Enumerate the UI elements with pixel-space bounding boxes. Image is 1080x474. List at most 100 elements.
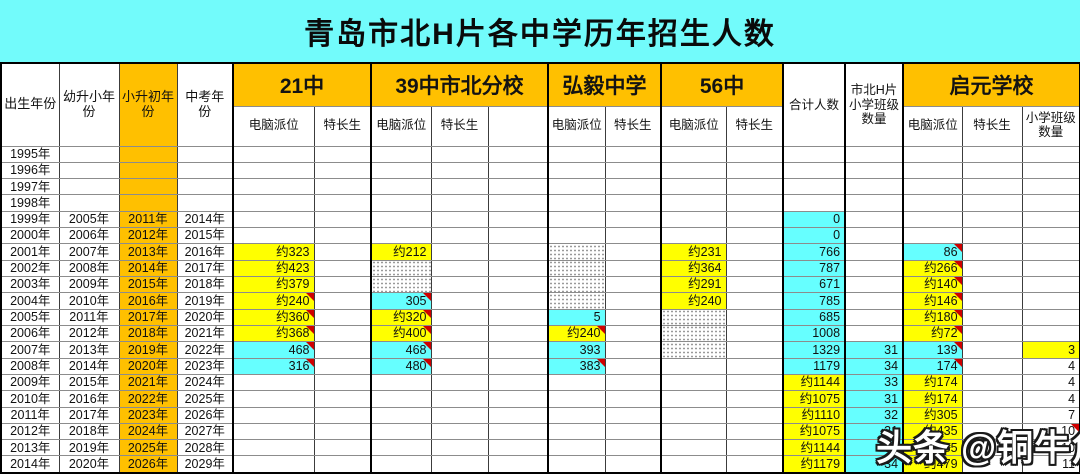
cell-s56-pc <box>660 341 727 359</box>
cell-qy-pc <box>902 210 963 229</box>
enrollment-grid: 出生年份 幼升小年份 小升初年份 中考年份 21中 39中市北分校 弘毅中学 56中 合计人数市… <box>0 62 1080 474</box>
cell-qy-tc <box>961 292 1023 310</box>
cell-senior-exam-year: 2027年 <box>176 422 234 441</box>
cell-s39-pc <box>370 406 432 424</box>
cell-s39-tc <box>430 259 489 278</box>
cell-s39-x <box>487 341 549 359</box>
cell-s21-pc <box>232 455 315 474</box>
cell-hy-tc <box>604 406 662 424</box>
table-row: 2000年 2006年 2012年 2015年 0 <box>0 227 1080 245</box>
cell-primary-to-junior-year: 2011年 <box>118 210 178 229</box>
cell-qy-cls <box>1021 308 1080 326</box>
cell-kindergarten-to-primary-year: 2018年 <box>58 422 120 441</box>
cell-kindergarten-to-primary-year: 2020年 <box>58 455 120 474</box>
cell-s39-x <box>487 145 549 163</box>
cell-s56-tc <box>725 178 784 196</box>
comment-triangle-icon <box>305 342 313 351</box>
header-district-primary-class-count: 市北H片小学班级数量 <box>844 62 904 147</box>
cell-primary-to-junior-year: 2013年 <box>118 243 178 261</box>
cell-senior-exam-year: 2014年 <box>176 210 234 229</box>
cell-primary-to-junior-year: 2025年 <box>118 439 178 457</box>
cell-birth-year: 2009年 <box>0 373 60 392</box>
cell-hy-tc <box>604 324 662 343</box>
cell-s56-tc <box>725 292 784 310</box>
cell-birth-year: 1995年 <box>0 145 60 163</box>
cell-hy-tc <box>604 292 662 310</box>
header-total-count: 合计人数 <box>782 62 846 147</box>
cell-s39-pc <box>370 194 432 212</box>
cell-qy-tc <box>961 194 1023 212</box>
cell-s39-tc <box>430 292 489 310</box>
cell-hy-pc: 5 <box>547 308 606 326</box>
cell-classes: 34 <box>844 455 904 474</box>
cell-senior-exam-year: 2017年 <box>176 259 234 278</box>
cell-birth-year: 2005年 <box>0 308 60 326</box>
subheader-school-3-1: 特长生 <box>725 105 784 147</box>
cell-s39-tc <box>430 227 489 245</box>
table-row: 2004年 2010年 2016年 2019年 约240 305 约240 785 约146 <box>0 292 1080 310</box>
cell-s56-pc <box>660 455 727 474</box>
cell-s39-x <box>487 324 549 343</box>
cell-s56-pc: 约364 <box>660 259 727 278</box>
cell-hy-pc <box>547 210 606 229</box>
comment-triangle-icon <box>305 359 313 367</box>
cell-total: 671 <box>782 275 846 294</box>
cell-s39-tc <box>430 194 489 212</box>
cell-s39-x <box>487 259 549 278</box>
cell-hy-tc <box>604 227 662 245</box>
cell-s56-tc <box>725 259 784 278</box>
cell-s39-pc <box>370 373 432 392</box>
comment-triangle-icon <box>953 326 962 334</box>
cell-primary-to-junior-year <box>118 161 178 180</box>
cell-s56-tc <box>725 161 784 180</box>
cell-senior-exam-year <box>176 194 234 212</box>
cell-hy-pc <box>547 455 606 474</box>
cell-s56-pc <box>660 373 727 392</box>
comment-triangle-icon <box>422 359 431 367</box>
cell-total: 766 <box>782 243 846 261</box>
cell-s39-pc <box>370 259 432 278</box>
table-row: 1998年 <box>0 194 1080 212</box>
cell-s21-pc <box>232 161 315 180</box>
cell-qy-tc <box>961 178 1023 196</box>
cell-s21-tc <box>313 178 372 196</box>
table-row: 1995年 <box>0 145 1080 163</box>
comment-triangle-icon <box>953 293 962 302</box>
cell-s39-pc <box>370 145 432 163</box>
cell-s39-tc <box>430 178 489 196</box>
cell-primary-to-junior-year <box>118 194 178 212</box>
cell-qy-cls <box>1021 145 1080 163</box>
cell-hy-pc: 383 <box>547 357 606 375</box>
comment-triangle-icon <box>953 261 962 269</box>
cell-birth-year: 1996年 <box>0 161 60 180</box>
cell-qy-cls: 4 <box>1021 390 1080 408</box>
comment-triangle-icon <box>422 326 431 334</box>
cell-qy-pc <box>902 161 963 180</box>
cell-qy-pc: 86 <box>902 243 963 261</box>
cell-kindergarten-to-primary-year <box>58 145 120 163</box>
cell-qy-cls: 4 <box>1021 357 1080 375</box>
cell-s39-tc <box>430 243 489 261</box>
cell-qy-cls <box>1021 178 1080 196</box>
cell-s39-tc <box>430 455 489 474</box>
cell-birth-year: 2008年 <box>0 357 60 375</box>
cell-s39-pc <box>370 210 432 229</box>
cell-birth-year: 2006年 <box>0 324 60 343</box>
cell-senior-exam-year: 2021年 <box>176 324 234 343</box>
cell-s39-pc: 305 <box>370 292 432 310</box>
cell-s21-pc: 约360 <box>232 308 315 326</box>
cell-s39-tc <box>430 406 489 424</box>
cell-s21-pc <box>232 178 315 196</box>
comment-triangle-icon <box>953 359 962 367</box>
cell-s39-x <box>487 227 549 245</box>
cell-senior-exam-year: 2015年 <box>176 227 234 245</box>
header-school-qiyuan: 启元学校 <box>902 62 1080 107</box>
cell-senior-exam-year: 2018年 <box>176 275 234 294</box>
cell-primary-to-junior-year: 2023年 <box>118 406 178 424</box>
cell-s39-tc <box>430 422 489 441</box>
cell-s39-pc <box>370 422 432 441</box>
cell-qy-tc <box>961 275 1023 294</box>
cell-s39-pc <box>370 161 432 180</box>
header-school-3: 56中 <box>660 62 784 107</box>
cell-primary-to-junior-year: 2024年 <box>118 422 178 441</box>
